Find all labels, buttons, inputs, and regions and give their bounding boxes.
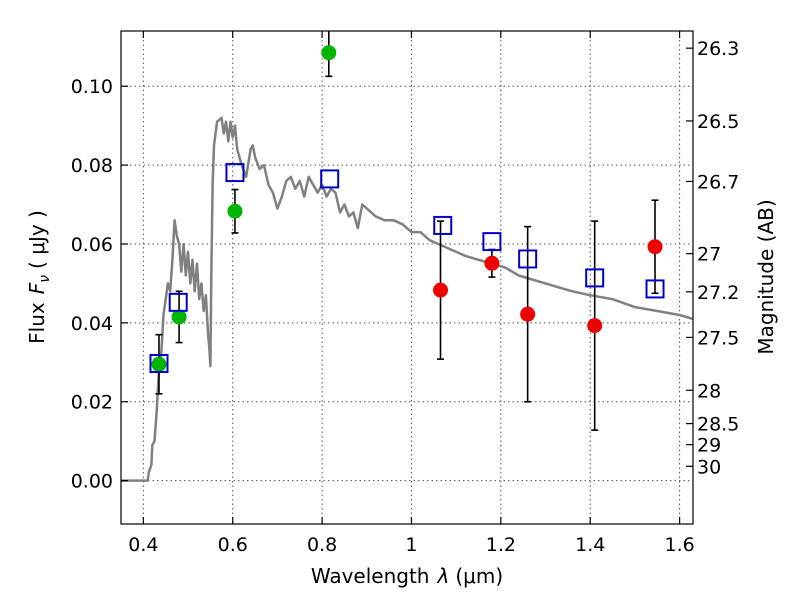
x-tick-label: 1 — [405, 534, 417, 556]
y-axis-label: FluxFν( μJy ) — [25, 210, 53, 344]
y2-tick-label: 27.5 — [697, 327, 739, 349]
model-square — [168, 292, 188, 312]
x-tick-label: 1.6 — [664, 534, 694, 556]
y-tick-label: 0.10 — [71, 76, 113, 98]
y-tick-label: 0.06 — [71, 234, 113, 256]
y-tick-label: 0.02 — [71, 392, 113, 414]
model-square — [225, 163, 245, 183]
y2-tick-label: 28 — [697, 380, 721, 402]
red-point — [484, 255, 500, 271]
green-point — [171, 309, 187, 325]
model-square — [149, 353, 169, 373]
y-tick-label: 0.00 — [71, 471, 113, 493]
x-axis-label: Wavelength λ (μm) — [311, 564, 503, 588]
red-point — [647, 239, 663, 255]
green-point — [151, 356, 167, 372]
y2-tick-label: 29 — [697, 435, 721, 457]
x-tick-label: 0.6 — [218, 534, 248, 556]
x-tick-label: 1.4 — [575, 534, 605, 556]
square-layer — [149, 163, 665, 373]
y2-tick-label: 27.2 — [697, 282, 739, 304]
y-tick-label: 0.04 — [71, 313, 113, 335]
red-point — [587, 318, 603, 334]
plot-frame — [120, 30, 694, 525]
model-square — [518, 249, 538, 269]
x-tick-label: 0.4 — [128, 534, 158, 556]
y2-tick-label: 26.3 — [697, 38, 739, 60]
model-square — [645, 279, 665, 299]
model-square — [320, 169, 340, 189]
green-point — [321, 45, 337, 61]
point-layer — [151, 45, 663, 372]
model-layer — [121, 116, 694, 482]
red-point — [433, 282, 449, 298]
tick-layer: 0.4 0.6 0.8 1 1.2 1.4 1.6 0.00 0.02 0.04 0.06 0.08 0… — [71, 31, 739, 556]
errorbar-layer — [155, 31, 659, 431]
model-square — [433, 215, 453, 235]
y2-axis-label: Magnitude (AB) — [754, 199, 778, 354]
x-tick-label: 1.2 — [486, 534, 516, 556]
model-square — [585, 268, 605, 288]
grid — [121, 31, 693, 524]
y-tick-label: 0.08 — [71, 155, 113, 177]
green-point — [227, 203, 243, 219]
x-tick-label: 0.8 — [307, 534, 337, 556]
y2-tick-label: 27 — [697, 244, 721, 266]
y2-tick-label: 30 — [697, 456, 721, 478]
y2-tick-label: 28.5 — [697, 414, 739, 436]
y2-tick-label: 26.7 — [697, 171, 739, 193]
model-square — [482, 232, 502, 252]
red-point — [520, 306, 536, 322]
y2-tick-label: 26.5 — [697, 111, 739, 133]
model-sed-line — [121, 116, 694, 482]
